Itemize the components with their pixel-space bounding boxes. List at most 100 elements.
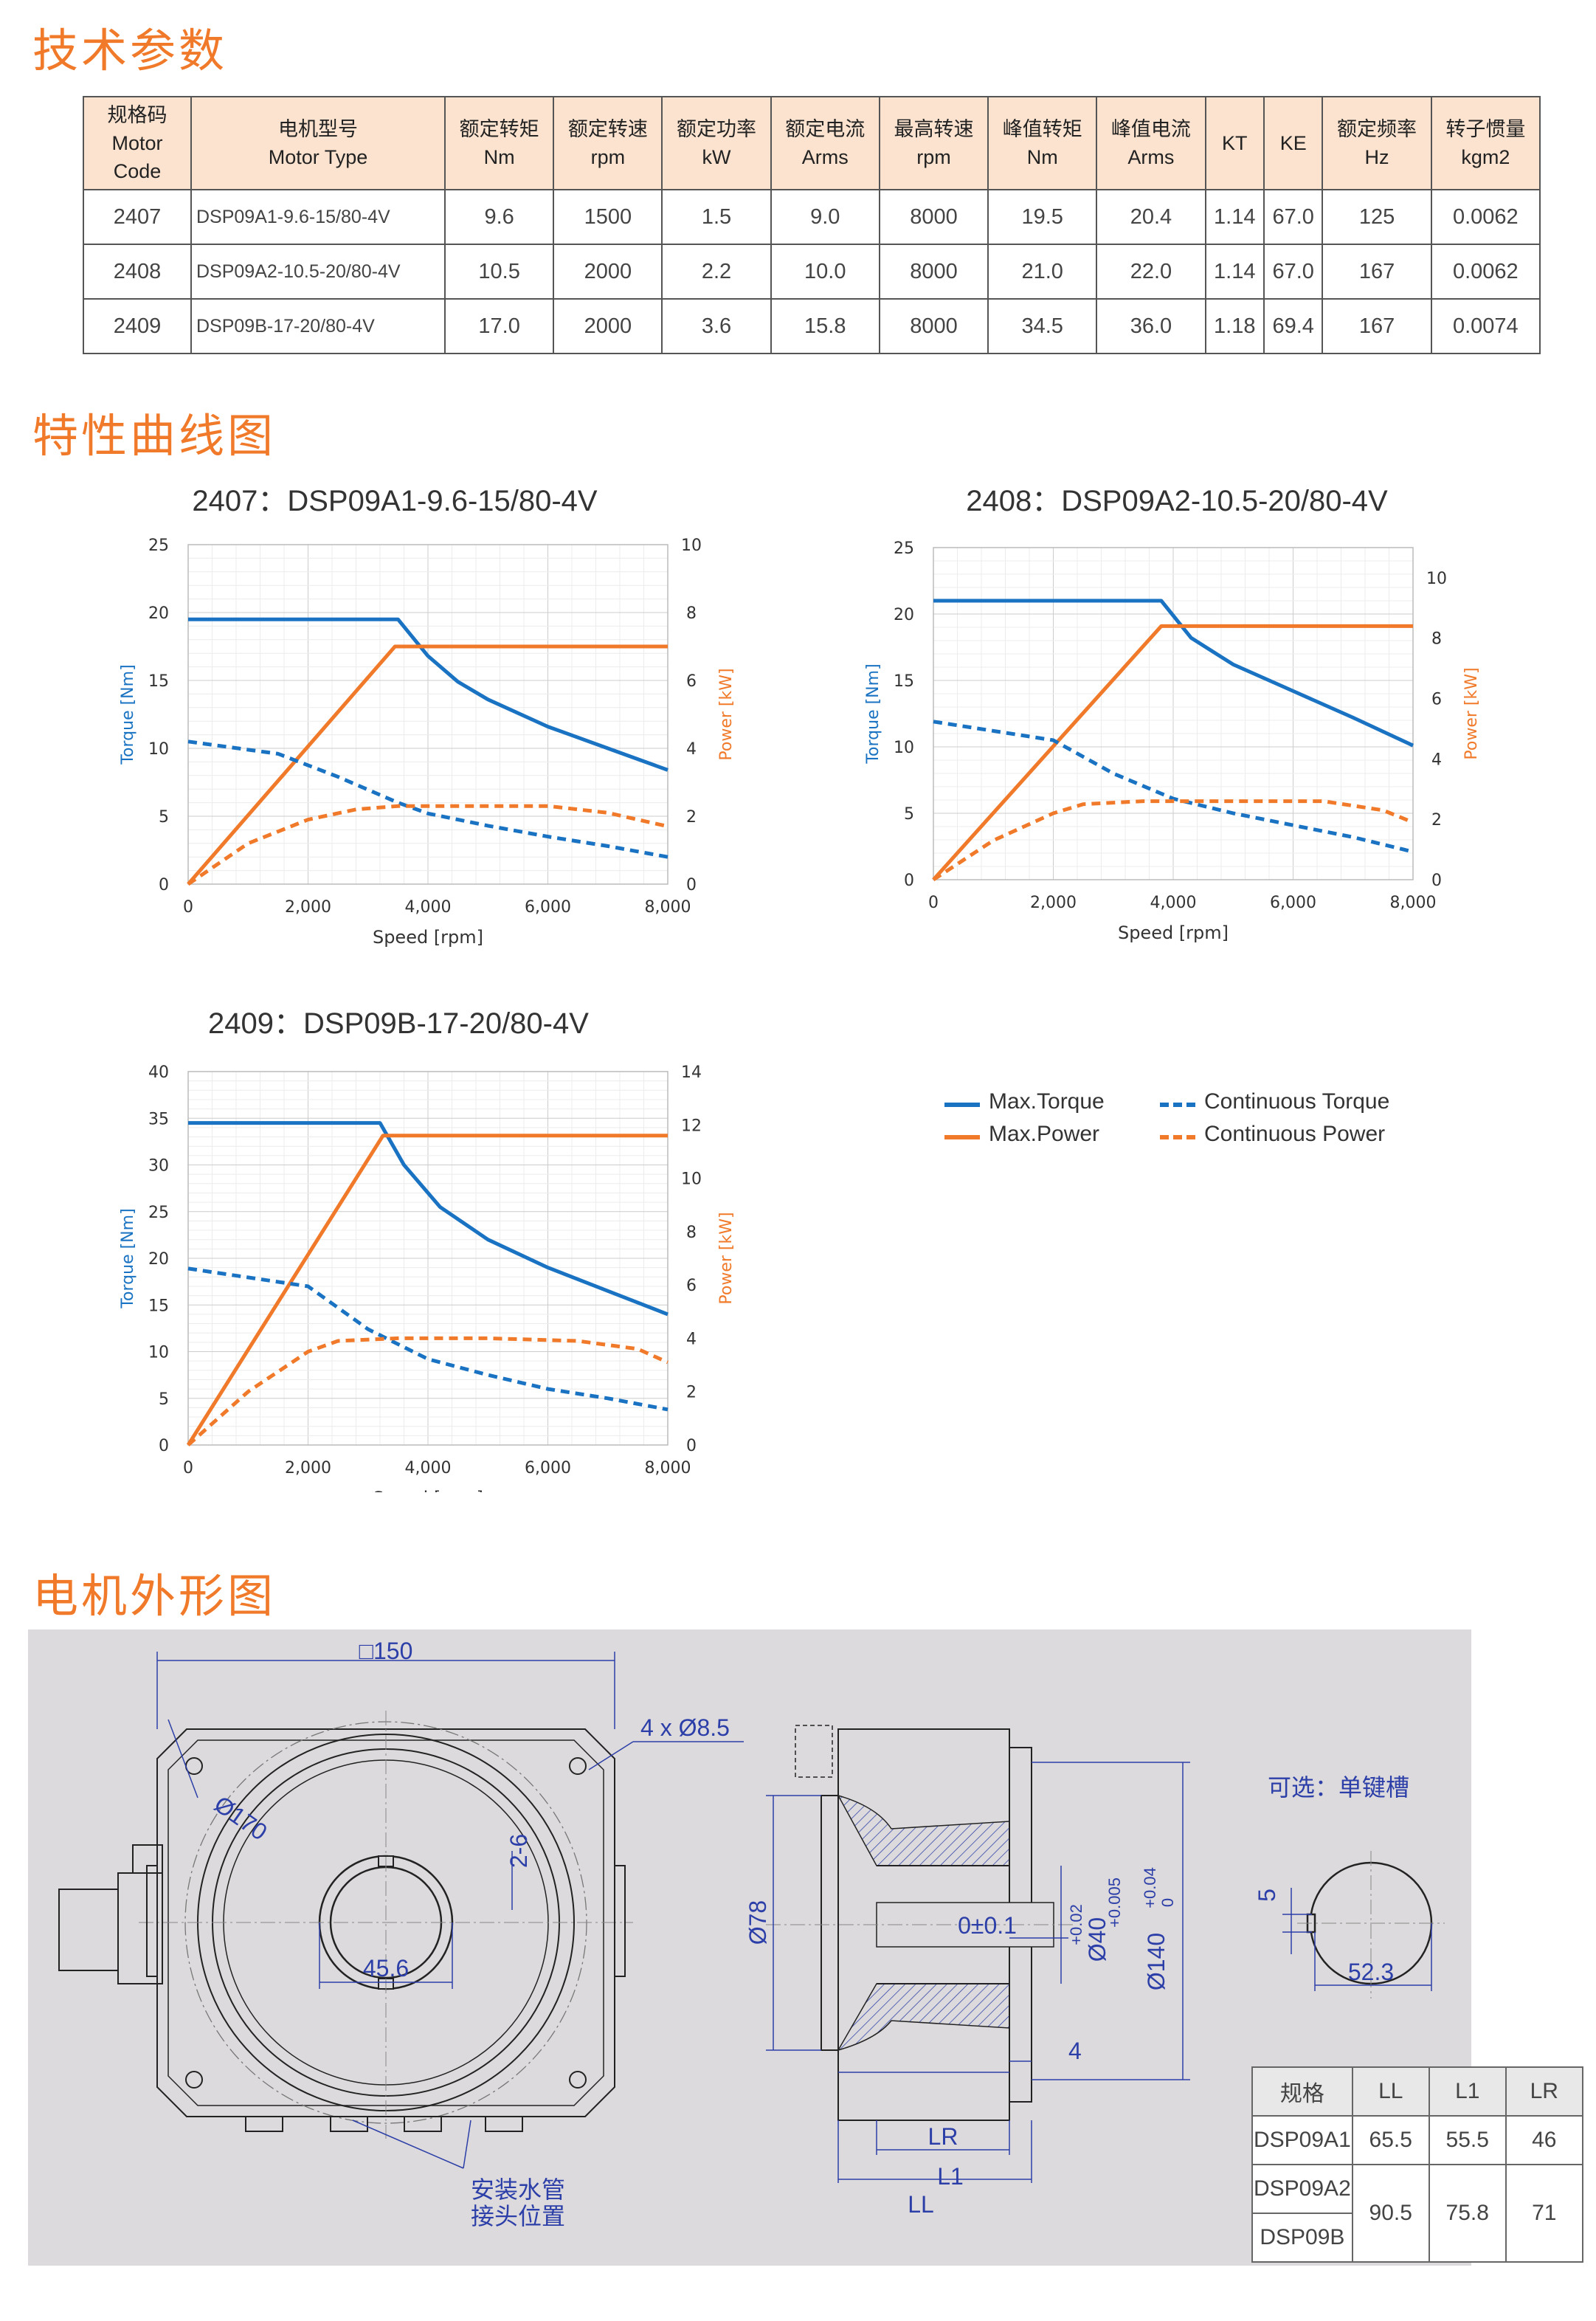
y2-tick-label: 10 [681, 1170, 702, 1189]
col-header-kt: KT [1204, 96, 1265, 190]
chart-2408: 2408：DSP09A2-10.5-20/80-4V 0 2,000 4,000 6,0… [864, 485, 1481, 943]
dim-four: 4 [1068, 2038, 1082, 2064]
legend-cont-power: Continuous Power [1204, 1122, 1386, 1146]
y-tick-label: 35 [148, 1110, 169, 1128]
series-continuous-power [187, 1336, 669, 1446]
dim-header-lr: LR [1505, 2066, 1583, 2117]
dim-d140: Ø140 [1143, 1933, 1170, 1990]
dim-header-ll: LL [1351, 2066, 1430, 2117]
spec-table-row: 2407 DSP09A1-9.6-15/80-4V 9.6 1500 1.5 9.0 800… [83, 189, 1541, 245]
dim-cell: 71 [1505, 2164, 1583, 2263]
col-header-rated-speed: 额定转速 rpm [553, 96, 663, 190]
spec-cell: 1.14 [1204, 244, 1265, 300]
y-axis-label: Torque [Nm] [119, 1208, 137, 1308]
spec-cell: 167 [1322, 244, 1432, 300]
col-header-rated-freq: 额定频率 Hz [1322, 96, 1432, 190]
spec-cell: 2409 [83, 298, 192, 354]
chart-title: 2407：DSP09A1-9.6-15/80-4V [192, 485, 598, 517]
series-max-power [932, 624, 1413, 881]
series-max-torque [933, 599, 1414, 748]
spec-cell: 2000 [553, 244, 663, 300]
series-continuous-power [932, 799, 1414, 882]
dim-cell: DSP09B [1251, 2213, 1353, 2263]
spec-cell: 1500 [553, 189, 663, 245]
x-axis-label: Speed [rpm] [1118, 922, 1229, 943]
y-tick-label: 5 [904, 805, 914, 824]
chart-2409: 2409：DSP09B-17-20/80-4V 0 2,000 4,000 6,000 8… [119, 1007, 736, 1492]
col-header-model: 电机型号 Motor Type [190, 96, 446, 190]
x-tick-label: 8,000 [1390, 894, 1437, 912]
section-title-outline: 电机外形图 [32, 1569, 277, 1623]
y-tick-label: 0 [159, 1437, 169, 1455]
legend-cont-torque: Continuous Torque [1204, 1089, 1390, 1114]
dim-d140-tol-up: +0.04 [1141, 1867, 1159, 1908]
dim-cell: 75.8 [1428, 2164, 1507, 2263]
spec-cell: 17.0 [443, 298, 555, 354]
chart-2407: 2407：DSP09A1-9.6-15/80-4V 0 2,000 4,000 6,00… [119, 485, 736, 948]
spec-cell: 2408 [83, 244, 192, 300]
y-tick-label: 10 [148, 1344, 169, 1362]
dim-key-depth: 52.3 [1348, 1959, 1394, 1985]
section-title-curves: 特性曲线图 [32, 409, 277, 463]
y2-tick-label: 8 [686, 604, 697, 623]
y-tick-label: 25 [894, 539, 914, 558]
dim-header-model: 规格 [1251, 2066, 1353, 2117]
y-axis-label: Torque [Nm] [119, 664, 137, 765]
dim-lr: LR [928, 2123, 958, 2150]
chart-title: 2409：DSP09B-17-20/80-4V [208, 1007, 589, 1040]
plot-frame [187, 544, 669, 885]
spec-cell: 9.0 [770, 189, 880, 245]
dim-cell: DSP09A1 [1251, 2115, 1353, 2165]
spec-table-header-row: 规格码 Motor Code 电机型号 Motor Type 额定转矩 Nm 额定转速 r… [83, 96, 1541, 190]
dim-d78: Ø78 [745, 1900, 771, 1945]
x-tick-label: 0 [928, 894, 939, 912]
y-tick-label: 5 [159, 1390, 169, 1409]
side-dimensions [766, 1762, 1190, 2183]
dim-cell: 55.5 [1428, 2115, 1507, 2165]
front-dimensions [156, 1652, 744, 2169]
spec-cell: 1.18 [1204, 298, 1265, 354]
spec-cell: 22.0 [1096, 244, 1206, 300]
spec-cell: 3.6 [661, 298, 772, 354]
col-header-rated-torque: 额定转矩 Nm [443, 96, 555, 190]
y-tick-label: 20 [148, 1250, 169, 1269]
legend-cont-power-swatch [1160, 1135, 1195, 1139]
x-tick-label: 2,000 [285, 1459, 331, 1477]
keyway-dimensions [1282, 1888, 1432, 1991]
spec-cell: 21.0 [987, 244, 1098, 300]
y2-tick-label: 2 [686, 808, 697, 827]
spec-cell-model: DSP09B-17-20/80-4V [190, 298, 446, 354]
series-continuous-torque [187, 739, 669, 859]
y-tick-label: 0 [159, 876, 169, 894]
x-tick-label: 6,000 [525, 1459, 571, 1477]
dim-key-width: 5 [1254, 1889, 1280, 1902]
x-tick-label: 6,000 [1270, 894, 1316, 912]
y2-tick-label: 0 [686, 876, 697, 894]
spec-cell: 0.0062 [1430, 244, 1541, 300]
spec-cell: 67.0 [1262, 244, 1324, 300]
dim-d140-tol-dn: 0 [1158, 1898, 1177, 1907]
spec-cell-model: DSP09A1-9.6-15/80-4V [190, 189, 446, 245]
col-header-inertia: 转子惯量 kgm2 [1430, 96, 1541, 190]
y2-tick-label: 10 [1426, 570, 1447, 588]
spec-cell: 1.14 [1204, 189, 1265, 245]
chart-title: 2408：DSP09A2-10.5-20/80-4V [966, 485, 1388, 517]
chart-legend: Max.Torque Max.Power Continuous Torque C… [937, 1085, 1454, 1166]
dim-cell: 65.5 [1351, 2115, 1430, 2165]
option-title: 可选：单键槽 [1268, 1773, 1409, 1801]
spec-cell: 10.5 [443, 244, 555, 300]
col-header-rated-current: 额定电流 Arms [770, 96, 880, 190]
spec-table: 规格码 Motor Code 电机型号 Motor Type 额定转矩 Nm 额定转速 r… [83, 96, 1541, 354]
y-tick-label: 10 [894, 739, 914, 757]
spec-cell: 1.5 [661, 189, 772, 245]
legend-max-power-swatch [944, 1135, 980, 1139]
series-continuous-torque [933, 720, 1414, 854]
outline-drawing-panel: □150 4 x Ø8.5 Ø170 2-6 45.6 安装水管 接头位置 [28, 1629, 1471, 2266]
dim-bore-span: 45.6 [363, 1955, 409, 1982]
spec-cell: 2000 [553, 298, 663, 354]
x-tick-label: 4,000 [1150, 894, 1197, 912]
y-tick-label: 15 [894, 672, 914, 691]
dim-table-header-row: 规格 LL L1 LR [1251, 2066, 1583, 2117]
y-tick-label: 5 [159, 808, 169, 827]
y2-tick-label: 4 [1431, 751, 1442, 769]
